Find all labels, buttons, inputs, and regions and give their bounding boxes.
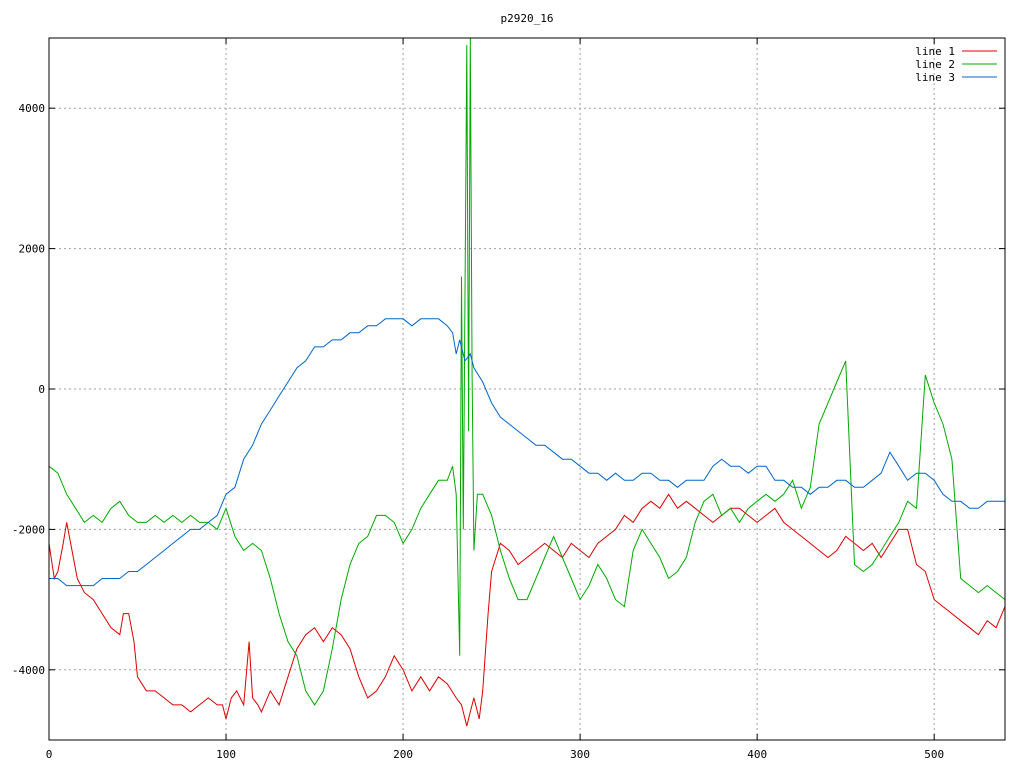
x-tick-label: 200 xyxy=(393,748,413,761)
series-line-1 xyxy=(49,493,1005,727)
series-group xyxy=(49,38,1005,727)
y-tick-label: 0 xyxy=(38,383,45,396)
x-tick-label: 400 xyxy=(747,748,767,761)
legend-label: line 1 xyxy=(915,45,955,58)
grid xyxy=(49,38,1005,740)
legend-label: line 3 xyxy=(915,71,955,84)
series-line-2 xyxy=(49,38,1005,706)
y-tick-label: 4000 xyxy=(19,102,46,115)
y-tick-label: -4000 xyxy=(12,664,45,677)
x-tick-label: 500 xyxy=(924,748,944,761)
y-tick-label: 2000 xyxy=(19,243,46,256)
x-tick-label: 100 xyxy=(216,748,236,761)
plot-frame xyxy=(48,37,1006,741)
series-line-3 xyxy=(49,318,1005,587)
chart-title: p2920_16 xyxy=(501,12,554,25)
x-axis: 0 100 200 300 400 500 xyxy=(46,38,944,761)
x-tick-label: 300 xyxy=(570,748,590,761)
legend-label: line 2 xyxy=(915,58,955,71)
y-axis: -4000 -2000 0 2000 4000 xyxy=(12,102,1005,677)
x-tick-label: 0 xyxy=(46,748,53,761)
y-tick-label: -2000 xyxy=(12,523,45,536)
